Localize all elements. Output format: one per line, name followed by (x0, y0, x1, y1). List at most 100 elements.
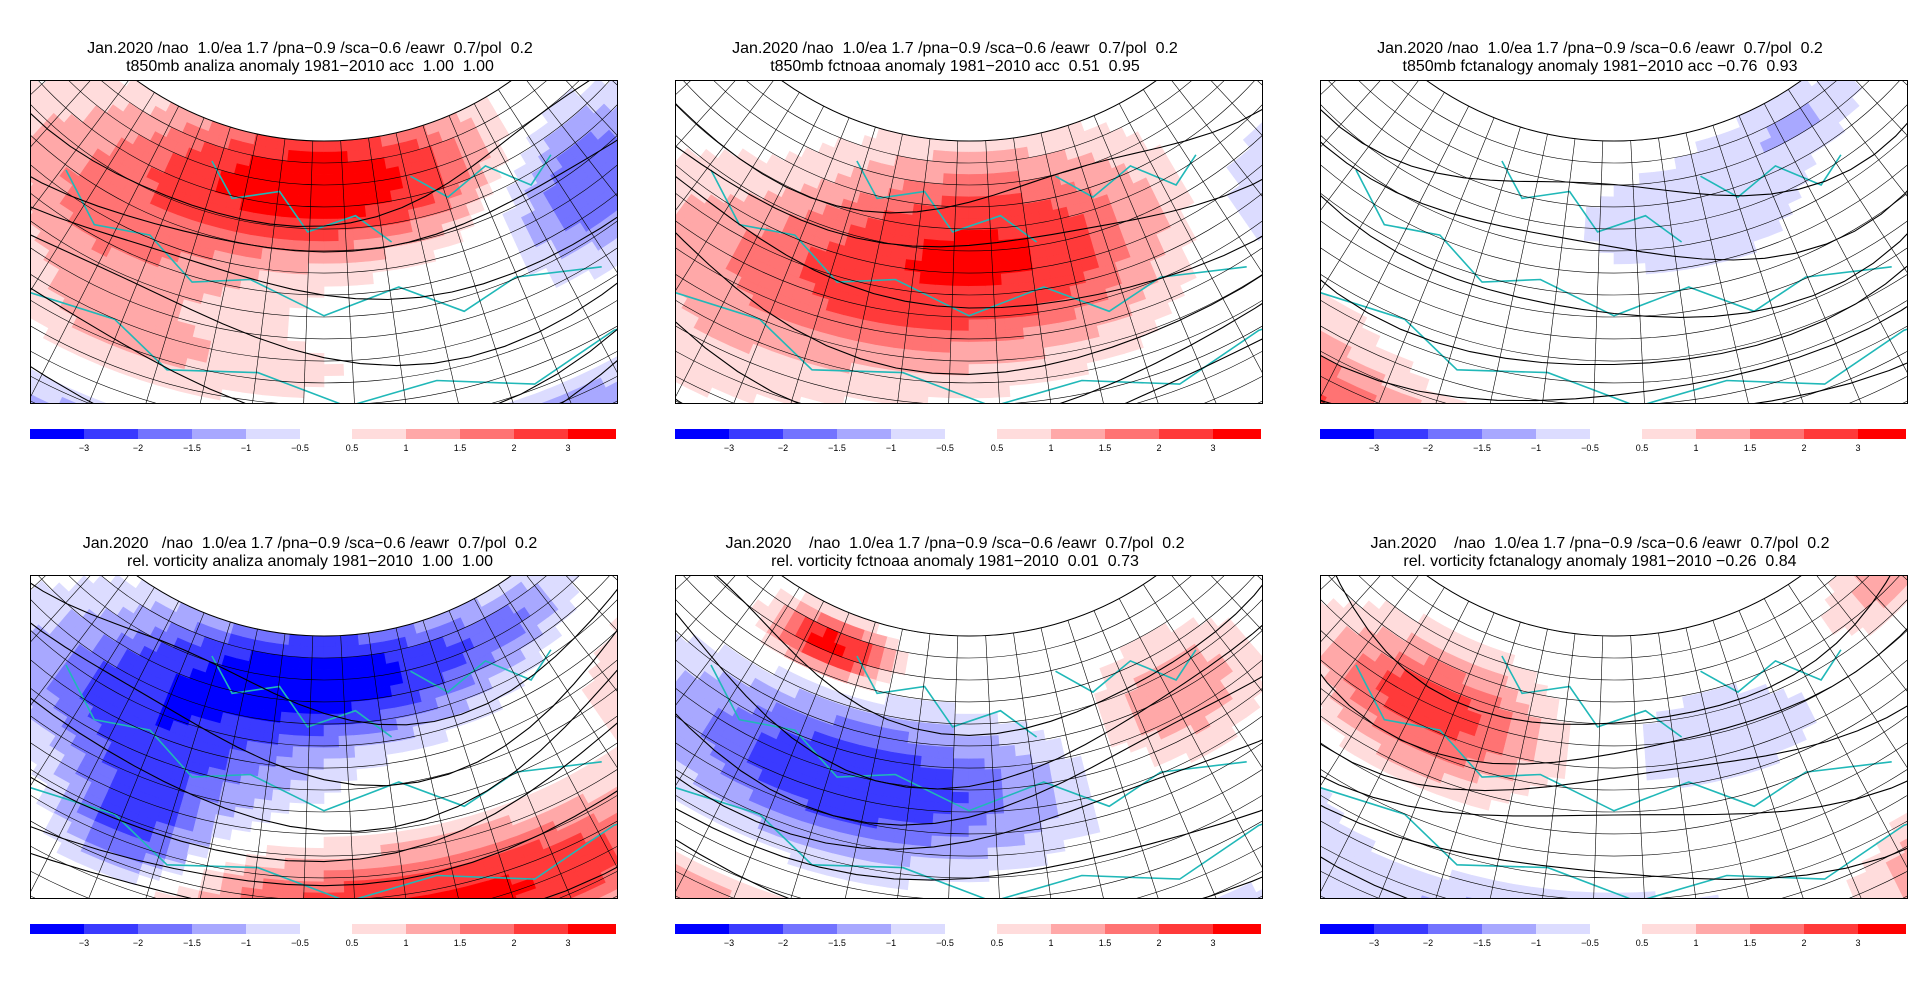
colorbar-swatch (352, 924, 406, 934)
anomaly-field (31, 576, 617, 898)
colorbar-label: −2 (1423, 443, 1433, 453)
colorbar-swatch (837, 429, 891, 439)
colorbar-swatch (997, 924, 1051, 934)
colorbar-swatch (783, 429, 837, 439)
colorbar-label: 1.5 (1099, 938, 1112, 948)
colorbar-label: −1.5 (828, 938, 846, 948)
colorbar-label: 3 (565, 443, 570, 453)
colorbar-swatch (837, 924, 891, 934)
colorbar-label: 0.5 (346, 443, 359, 453)
colorbar-swatch (997, 429, 1051, 439)
colorbar-swatch (1642, 924, 1696, 934)
colorbar-label: −2 (133, 938, 143, 948)
colorbar-swatch (1213, 429, 1261, 439)
panel-vorticity-fctnoaa: Jan.2020 /nao 1.0/ea 1.7 /pna−0.9 /sca−0… (655, 535, 1255, 1005)
map-plot (676, 81, 1262, 403)
colorbar-swatch (1428, 924, 1482, 934)
colorbar-label: 1.5 (454, 938, 467, 948)
anomaly-field (31, 81, 617, 403)
colorbar-swatch (1374, 429, 1428, 439)
colorbar-swatch (192, 924, 246, 934)
colorbar-label: 2 (1801, 938, 1806, 948)
colorbar-label: −0.5 (1581, 443, 1599, 453)
panel-title-line2: t850mb fctnoaa anomaly 1981−2010 acc 0.5… (655, 58, 1255, 76)
panel-title-line2: rel. vorticity fctnoaa anomaly 1981−2010… (655, 553, 1255, 571)
colorbar-swatch (783, 924, 837, 934)
colorbar-swatch (729, 429, 783, 439)
colorbar-label: 0.5 (991, 443, 1004, 453)
colorbar-label: −2 (133, 443, 143, 453)
panel-title-line2: t850mb analiza anomaly 1981−2010 acc 1.0… (10, 58, 610, 76)
panel-vorticity-analiza: Jan.2020 /nao 1.0/ea 1.7 /pna−0.9 /sca−0… (10, 535, 610, 1005)
colorbar-label: −3 (724, 443, 734, 453)
colorbar-label: −3 (1369, 938, 1379, 948)
colorbar-label: −0.5 (936, 443, 954, 453)
colorbar-label: −3 (724, 938, 734, 948)
colorbar-swatch (1374, 924, 1428, 934)
colorbar-label: −1 (1531, 938, 1541, 948)
colorbar-label: 2 (1156, 443, 1161, 453)
colorbar-swatch (1858, 924, 1906, 934)
colorbar-swatch (1482, 924, 1536, 934)
colorbar-label: 1 (1048, 938, 1053, 948)
map-plot (1321, 81, 1907, 403)
colorbar-swatch (1696, 924, 1750, 934)
colorbar-label: 3 (565, 938, 570, 948)
colorbar-label: 3 (1855, 938, 1860, 948)
colorbar-label: 1 (403, 938, 408, 948)
anomaly-field (1321, 576, 1907, 898)
colorbar-label: 1.5 (1099, 443, 1112, 453)
colorbar-label: −0.5 (936, 938, 954, 948)
colorbar-swatch (1213, 924, 1261, 934)
panel-t850-fctanalogy: Jan.2020 /nao 1.0/ea 1.7 /pna−0.9 /sca−0… (1300, 40, 1900, 510)
colorbar-swatch (675, 924, 729, 934)
colorbar-label: 1 (1693, 938, 1698, 948)
colorbar-label: 1.5 (1744, 443, 1757, 453)
colorbar-swatch (1642, 429, 1696, 439)
panel-title-line1: Jan.2020 /nao 1.0/ea 1.7 /pna−0.9 /sca−0… (655, 535, 1255, 553)
colorbar-label: −1 (241, 443, 251, 453)
colorbar-swatch (1750, 429, 1804, 439)
colorbar-swatch (30, 924, 84, 934)
colorbar-swatch (1482, 429, 1536, 439)
colorbar-swatch (460, 429, 514, 439)
panel-title-line2: rel. vorticity analiza anomaly 1981−2010… (10, 553, 610, 571)
anomaly-field (676, 81, 1262, 403)
colorbar-swatch (1750, 924, 1804, 934)
colorbar-swatch (1320, 924, 1374, 934)
map-frame (30, 80, 618, 404)
panel-title-line1: Jan.2020 /nao 1.0/ea 1.7 /pna−0.9 /sca−0… (10, 40, 610, 58)
colorbar-label: 1 (1693, 443, 1698, 453)
colorbar-label: −1 (886, 443, 896, 453)
colorbar-label: −2 (778, 938, 788, 948)
panel-title-line1: Jan.2020 /nao 1.0/ea 1.7 /pna−0.9 /sca−0… (655, 40, 1255, 58)
colorbar-swatch (352, 429, 406, 439)
colorbar-label: 1.5 (1744, 938, 1757, 948)
map-frame (675, 575, 1263, 899)
colorbar-swatch (84, 924, 138, 934)
colorbar-swatch (192, 429, 246, 439)
colorbar-label: 3 (1210, 938, 1215, 948)
map-plot (31, 576, 617, 898)
colorbar-swatch (138, 429, 192, 439)
colorbar-label: −1 (1531, 443, 1541, 453)
colorbar-label: −2 (778, 443, 788, 453)
colorbar-swatch (675, 429, 729, 439)
colorbar-label: −0.5 (291, 938, 309, 948)
colorbar-label: 1.5 (454, 443, 467, 453)
colorbar-label: −3 (79, 938, 89, 948)
panel-t850-fctnoaa: Jan.2020 /nao 1.0/ea 1.7 /pna−0.9 /sca−0… (655, 40, 1255, 510)
colorbar-label: −1 (886, 938, 896, 948)
colorbar-label: −3 (79, 443, 89, 453)
colorbar-swatch (729, 924, 783, 934)
colorbar-label: −1.5 (828, 443, 846, 453)
colorbar-label: −2 (1423, 938, 1433, 948)
colorbar-swatch (1536, 429, 1590, 439)
panel-t850-analiza: Jan.2020 /nao 1.0/ea 1.7 /pna−0.9 /sca−0… (10, 40, 610, 510)
colorbar-swatch (1696, 429, 1750, 439)
